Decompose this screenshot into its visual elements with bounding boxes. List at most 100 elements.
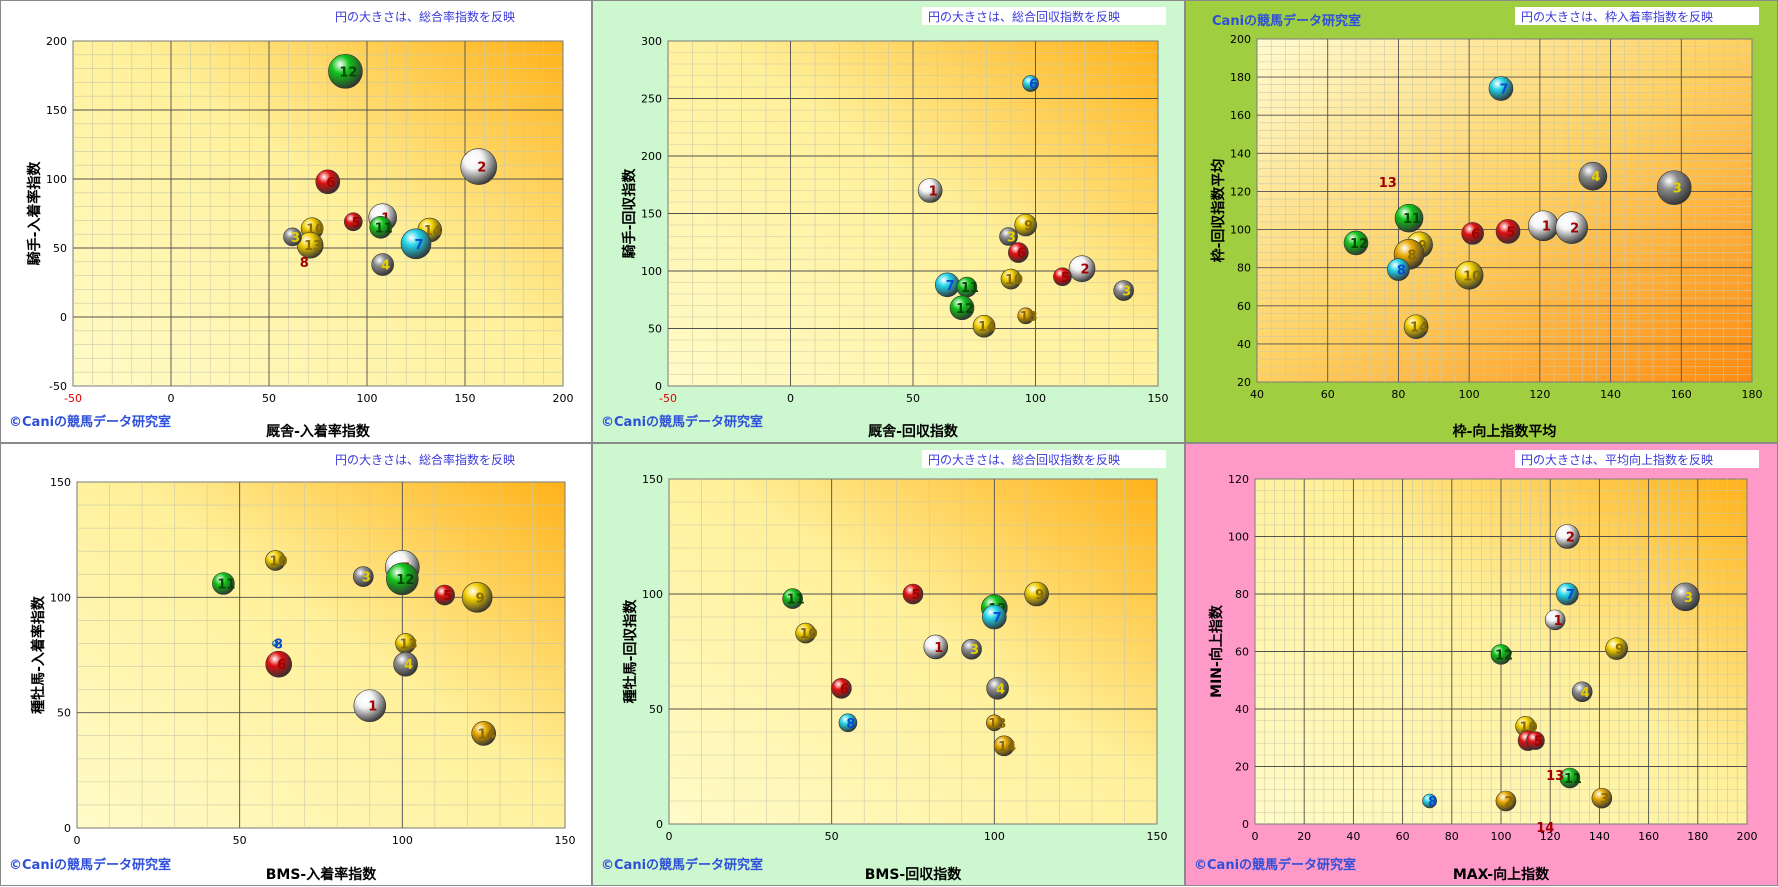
y-tick-label: 50 xyxy=(649,703,663,716)
watermark-text: ©Caniの競馬データ研究室 xyxy=(9,414,171,430)
data-bubble-12 xyxy=(386,562,419,596)
bubble-label: 13 xyxy=(1546,769,1564,784)
data-bubble-6 xyxy=(831,678,852,699)
bubble-label: 2 xyxy=(1504,795,1513,810)
y-tick-label: 150 xyxy=(642,473,663,486)
bubble-label: 8 xyxy=(846,717,855,732)
bubble-label: 4 xyxy=(381,259,390,274)
bubble-label: 13 xyxy=(1379,176,1397,191)
data-bubble-14 xyxy=(993,735,1015,757)
y-tick-label: 140 xyxy=(1230,147,1251,160)
data-bubble-14 xyxy=(471,721,496,746)
x-tick-label: 180 xyxy=(1742,388,1763,401)
x-tick-label: 120 xyxy=(1529,388,1550,401)
data-bubble-5 xyxy=(434,584,455,606)
bubble-label: 1 xyxy=(929,185,938,200)
x-tick-label: 100 xyxy=(984,830,1005,843)
data-bubble-3 xyxy=(283,227,302,247)
x-tick-label: 140 xyxy=(1600,388,1621,401)
data-bubble-6 xyxy=(315,169,341,195)
note-box xyxy=(1515,450,1759,468)
y-axis-label: MIN-向上指数 xyxy=(1208,604,1225,698)
bubble-label: 12 xyxy=(339,65,357,80)
chart-panel-3: 40 60 80 100 120 140 160 180 20 40 60 80 100 120 140 16… xyxy=(1185,0,1778,443)
data-bubble-4 xyxy=(986,677,1009,700)
y-tick-label: 150 xyxy=(46,104,67,117)
bubble-label: 10 xyxy=(1463,269,1481,284)
bubble-label: 3 xyxy=(291,231,300,246)
x-tick-label: 50 xyxy=(233,834,247,847)
plot-area xyxy=(76,481,566,829)
scatter-chart-1: -50 0 50 100 150 200 -50 0 50 100 150 200 厩舎-入着率指数 騎手… xyxy=(9,7,574,440)
y-tick-label: 100 xyxy=(50,591,71,604)
y-axis-label: 種牡馬-回収指数 xyxy=(622,599,639,704)
x-axis-label: BMS-回収指数 xyxy=(865,866,962,883)
data-bubble-2 xyxy=(1068,255,1096,283)
bubble-label: 13 xyxy=(988,717,1006,732)
bubble-label: 6 xyxy=(1471,227,1480,242)
data-bubble-5 xyxy=(1495,219,1521,244)
x-tick-label: 0 xyxy=(74,834,81,847)
y-tick-label: 80 xyxy=(1235,588,1249,601)
x-tick-label: 100 xyxy=(392,834,413,847)
chart-panel-6: 0 20 40 60 80 100 120 140 160 180 200 0 20 40 60 80 100 1… xyxy=(1185,443,1778,886)
data-bubble-11 xyxy=(369,216,393,239)
data-bubble-8 xyxy=(272,640,279,647)
x-tick-label: 40 xyxy=(1346,830,1360,843)
bubble-size-note: 円の大きさは、総合率指数を反映 xyxy=(335,9,515,24)
bubble-label: 6 xyxy=(840,682,849,697)
y-axis-label: 騎手-回収指数 xyxy=(621,168,638,259)
bubble-label: 1 xyxy=(1542,220,1551,235)
data-bubble-3 xyxy=(352,566,374,587)
bubble-label: 3 xyxy=(1673,182,1682,197)
bubble-label: 10 xyxy=(269,554,287,569)
x-tick-label: 60 xyxy=(1396,830,1410,843)
bubble-label: 8 xyxy=(1428,795,1437,810)
data-bubble-5 xyxy=(343,212,363,232)
bubble-label: 12 xyxy=(1495,648,1513,663)
x-tick-label: 50 xyxy=(906,392,920,405)
x-tick-label: 100 xyxy=(1491,830,1512,843)
data-bubble-11 xyxy=(1559,767,1581,789)
data-bubble-10 xyxy=(1000,268,1022,290)
bubble-label: 7 xyxy=(414,238,423,253)
bubble-label: 2 xyxy=(1570,222,1579,237)
data-bubble-14 xyxy=(972,314,996,338)
y-tick-label: 200 xyxy=(46,35,67,48)
x-tick-label: -50 xyxy=(659,392,677,405)
y-tick-label: 60 xyxy=(1235,646,1249,659)
data-bubble-3 xyxy=(999,227,1018,246)
watermark-text: ©Caniの競馬データ研究室 xyxy=(1194,857,1356,873)
data-bubble-7 xyxy=(400,228,432,260)
bubble-label: 14 xyxy=(978,320,996,335)
x-tick-label: -50 xyxy=(64,392,82,405)
bubble-size-note: 円の大きさは、総合回収指数を反映 xyxy=(928,452,1120,467)
y-axis-label: 種牡馬-入着率指数 xyxy=(30,595,47,714)
data-bubble-12 xyxy=(949,295,975,321)
plot-area xyxy=(668,478,1158,825)
data-bubble-11 xyxy=(212,572,235,595)
bubble-label: 6 xyxy=(277,658,286,673)
data-bubble-2 xyxy=(1555,524,1580,549)
data-bubble-3 xyxy=(1113,280,1135,301)
bubble-label: 2 xyxy=(1081,263,1090,278)
bubble-label: 8 xyxy=(300,256,309,271)
plot-area xyxy=(72,40,564,387)
scatter-chart-4: 0 50 100 150 0 50 100 150 BMS-入着率指数 種牡馬-入着率指数 円の大き… xyxy=(9,450,576,883)
bubble-label: 3 xyxy=(1600,792,1609,807)
note-box xyxy=(329,7,573,25)
data-bubble-3 xyxy=(1671,582,1700,612)
y-tick-label: 120 xyxy=(1228,473,1249,486)
watermark-text: ©Caniの競馬データ研究室 xyxy=(601,414,763,430)
watermark-text: ©Caniの競馬データ研究室 xyxy=(9,857,171,873)
x-tick-label: 100 xyxy=(357,392,378,405)
x-axis-label: BMS-入着率指数 xyxy=(266,866,377,883)
x-tick-label: 60 xyxy=(1321,388,1335,401)
data-bubble-2 xyxy=(460,148,498,185)
y-tick-label: 200 xyxy=(641,150,662,163)
x-axis-label: 厩舎-入着率指数 xyxy=(266,423,371,440)
y-tick-label: 150 xyxy=(641,208,662,221)
note-box xyxy=(922,7,1166,25)
data-bubble-11 xyxy=(782,588,803,609)
x-tick-label: 80 xyxy=(1445,830,1459,843)
